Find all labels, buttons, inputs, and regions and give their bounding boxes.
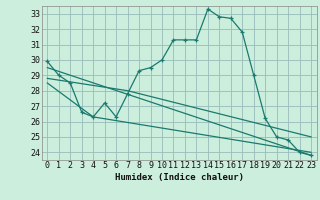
X-axis label: Humidex (Indice chaleur): Humidex (Indice chaleur)	[115, 173, 244, 182]
